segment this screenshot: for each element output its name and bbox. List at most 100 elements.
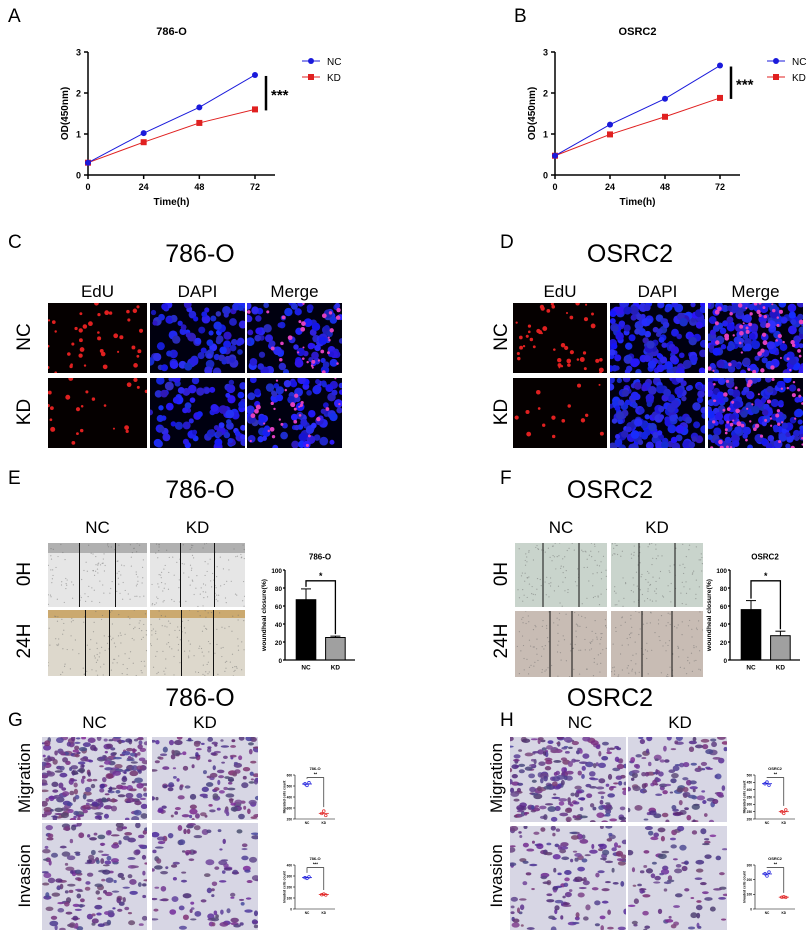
nucleus: [284, 307, 293, 317]
cell-speck: [101, 618, 103, 621]
cell-speck: [86, 670, 88, 672]
cell-speck: [167, 641, 170, 644]
stained-cell: [542, 881, 551, 885]
edu-positive-cell: [51, 320, 56, 324]
stained-cell: [58, 782, 64, 789]
stained-cell: [152, 918, 159, 921]
nucleus: [283, 379, 292, 388]
stained-cell: [137, 744, 143, 750]
cell-speck: [202, 591, 204, 593]
y-tick-label: 200: [747, 817, 753, 821]
stained-cell: [588, 771, 596, 777]
nucleus: [257, 363, 265, 370]
cell-speck: [143, 623, 145, 626]
cell-speck: [136, 595, 138, 597]
stained-cell: [80, 757, 89, 762]
stained-cell: [178, 925, 187, 930]
edu-positive-cell: [786, 386, 790, 390]
stained-cell: [639, 870, 645, 874]
stained-cell: [212, 765, 216, 771]
data-point-kd: [324, 813, 328, 818]
cell-speck: [665, 625, 667, 627]
nucleus: [247, 405, 255, 414]
cell-speck: [590, 550, 592, 552]
cell-speck: [531, 593, 533, 595]
cell-speck: [655, 548, 657, 550]
cell-speck: [637, 564, 639, 566]
cell-speck: [692, 572, 694, 574]
stained-cell: [134, 800, 142, 806]
stained-cell: [42, 813, 48, 818]
edu-positive-cell: [78, 353, 83, 358]
stained-cell: [605, 826, 613, 829]
cell-speck: [49, 644, 51, 646]
data-point-nc: [763, 782, 767, 786]
edu-positive-cell: [78, 328, 83, 333]
cell-speck: [63, 601, 65, 604]
edu-positive-cell: [718, 439, 723, 445]
stained-cell: [200, 812, 207, 817]
stained-cell: [650, 873, 656, 879]
cell-speck: [92, 569, 94, 572]
nucleus: [793, 429, 801, 437]
col-header-nc: NC: [82, 713, 107, 732]
stained-cell: [552, 776, 561, 782]
edu-positive-cell: [74, 326, 78, 331]
stained-cell: [609, 818, 618, 822]
nucleus: [719, 327, 727, 335]
edu-positive-cell: [595, 358, 600, 363]
edu-positive-cell: [263, 422, 266, 425]
cell-speck: [621, 644, 623, 646]
edu-positive-cell: [765, 324, 770, 328]
stained-cell: [690, 912, 698, 919]
stained-cell: [42, 782, 48, 786]
stained-cell: [113, 879, 117, 884]
nucleus: [338, 338, 342, 344]
cell-speck: [583, 566, 585, 569]
edu-positive-cell: [255, 404, 261, 410]
nucleus: [228, 379, 235, 386]
edu-positive-cell: [83, 364, 87, 367]
edu-positive-cell: [732, 334, 735, 337]
cell-speck: [614, 586, 616, 588]
stained-cell: [579, 761, 588, 765]
cell-speck: [578, 649, 580, 651]
x-tick-label: 24: [139, 182, 149, 192]
edu-positive-cell: [740, 423, 745, 428]
cell-speck: [237, 619, 239, 621]
cell-speck: [551, 560, 553, 562]
cell-speck: [677, 624, 679, 626]
nucleus: [714, 412, 724, 421]
cell-speck: [135, 675, 137, 676]
y-tick-label: 400: [747, 788, 753, 792]
stained-cell: [602, 849, 610, 856]
edu-positive-cell: [100, 351, 106, 357]
stained-cell: [600, 795, 605, 800]
stained-cell: [669, 791, 674, 794]
nucleus: [718, 419, 725, 425]
cell-speck: [606, 627, 607, 629]
cell-speck: [183, 563, 185, 565]
edu-positive-cell: [735, 408, 740, 414]
y-axis-label: OD(450nm): [527, 87, 538, 140]
stained-cell: [59, 845, 67, 849]
stained-cell: [574, 817, 582, 821]
stained-cell: [710, 738, 717, 742]
cell-speck: [619, 653, 622, 655]
cell-speck: [99, 564, 102, 566]
cell-speck: [97, 564, 99, 566]
edu-positive-cell: [726, 420, 730, 424]
cell-speck: [660, 672, 663, 674]
cell-speck: [60, 543, 62, 546]
stained-cell: [77, 816, 81, 820]
cell-speck: [533, 665, 535, 667]
edu-positive-cell: [760, 368, 765, 373]
stained-cell: [568, 889, 573, 892]
cell-speck: [174, 629, 176, 632]
cell-speck: [655, 600, 657, 602]
stained-cell: [595, 872, 600, 878]
cell-speck: [166, 626, 168, 628]
cell-speck: [158, 546, 160, 548]
cell-speck: [565, 570, 567, 572]
